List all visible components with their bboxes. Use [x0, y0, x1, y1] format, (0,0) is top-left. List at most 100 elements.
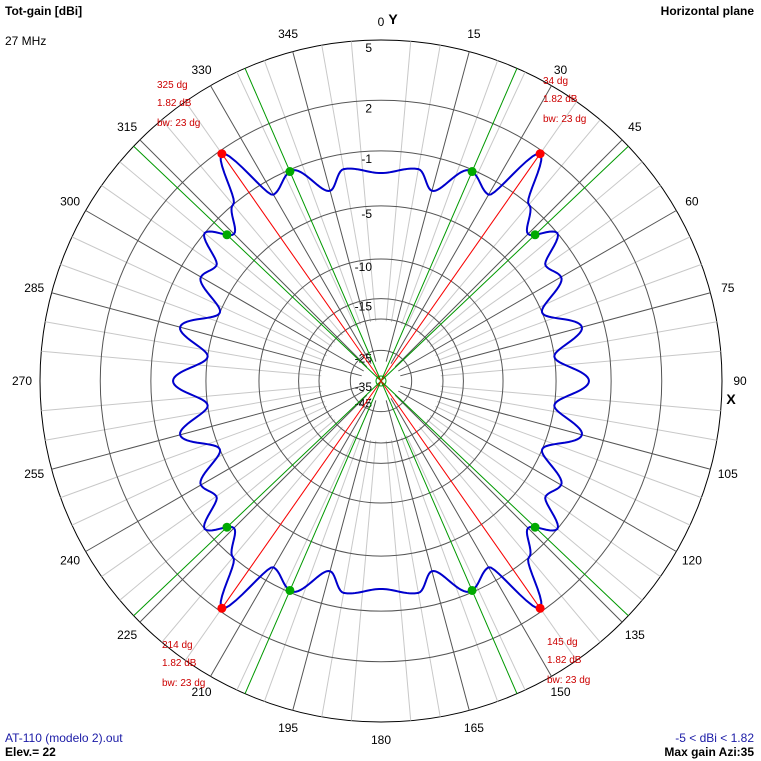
angle-tick-label: 75 — [721, 281, 735, 295]
angle-tick-label: 60 — [685, 195, 699, 209]
radial-grid-line — [161, 426, 343, 643]
outer-circle — [39, 39, 723, 723]
radial-grid-line — [405, 71, 526, 327]
radial-tick-label: -35 — [355, 380, 373, 394]
beamwidth-marker — [467, 585, 477, 595]
beamwidth-marker — [222, 522, 232, 532]
radial-grid-line — [119, 161, 336, 343]
radial-grid-line — [440, 390, 717, 441]
radial-grid-line — [419, 119, 601, 336]
angle-tick-label: 255 — [24, 467, 44, 481]
lobe-azimuth-label: 34 dg — [543, 76, 568, 87]
radial-grid-line — [390, 45, 441, 322]
angle-tick-label: 225 — [117, 628, 137, 642]
angle-tick-label: 120 — [682, 554, 702, 568]
gain-ring — [150, 150, 612, 612]
radial-grid-line — [398, 390, 677, 552]
lobe-gain-label: 1.82 dB — [157, 98, 192, 109]
radial-grid-line — [437, 401, 702, 499]
beamwidth-line — [244, 68, 382, 382]
angle-tick-label: 150 — [550, 685, 570, 699]
lobe-gain-label: 1.82 dB — [547, 655, 582, 666]
radial-grid-line — [119, 419, 336, 601]
radial-grid-line — [139, 139, 368, 368]
radial-grid-line — [210, 85, 372, 364]
radial-grid-line — [210, 398, 372, 677]
gain-ring — [205, 205, 557, 557]
radial-grid-line — [292, 400, 377, 711]
beamwidth-marker — [222, 230, 232, 240]
beamwidth-line — [244, 380, 382, 694]
max-gain-line — [219, 150, 382, 382]
angle-tick-label: 315 — [117, 120, 137, 134]
radial-grid-line — [398, 210, 677, 372]
angle-tick-label: 210 — [191, 685, 211, 699]
radial-grid-line — [435, 405, 691, 526]
beamwidth-marker — [530, 522, 540, 532]
radial-grid-line — [263, 437, 361, 702]
gain-ring — [318, 318, 444, 444]
radial-grid-line — [385, 41, 412, 322]
radial-grid-line — [45, 321, 322, 372]
beamwidth-line — [380, 145, 629, 382]
center-marker — [375, 375, 387, 387]
radial-tick-label: 5 — [365, 41, 372, 55]
radial-grid-line — [60, 401, 325, 499]
angle-tick-label: 165 — [464, 721, 484, 735]
gain-ring — [298, 298, 464, 464]
radial-grid-line — [394, 394, 623, 623]
max-gain-line — [380, 380, 543, 612]
radial-grid-line — [350, 440, 377, 721]
angle-tick-label: 45 — [628, 120, 642, 134]
angle-tick-label: 195 — [278, 721, 298, 735]
radial-grid-line — [321, 440, 372, 717]
radial-grid-line — [71, 405, 327, 526]
beamwidth-line — [380, 68, 518, 382]
radial-grid-line — [51, 292, 362, 377]
radial-grid-line — [394, 139, 623, 368]
angle-tick-label: 30 — [554, 63, 568, 77]
radial-grid-line — [400, 292, 711, 377]
radial-grid-line — [236, 71, 357, 327]
file-name: AT-110 (modelo 2).out — [5, 731, 123, 745]
angle-tick-label: 180 — [371, 733, 391, 747]
lobe-beamwidth-label: bw: 23 dg — [157, 118, 200, 129]
max-gain-marker — [217, 603, 227, 613]
elevation-label: Elev.= 22 — [5, 745, 56, 759]
chart-title: Tot-gain [dBi] — [5, 4, 83, 18]
radial-grid-line — [401, 437, 499, 702]
gain-ring — [99, 99, 663, 663]
beamwidth-marker — [285, 585, 295, 595]
angle-tick-label: 300 — [60, 195, 80, 209]
lobe-azimuth-label: 325 dg — [157, 80, 188, 91]
angle-tick-label: 345 — [278, 27, 298, 41]
radial-grid-line — [41, 350, 322, 377]
plane-title: Horizontal plane — [660, 4, 754, 18]
max-gain-marker — [535, 603, 545, 613]
angle-tick-label: 330 — [191, 63, 211, 77]
angle-tick-label: 15 — [467, 27, 481, 41]
max-gain-marker — [535, 149, 545, 159]
radial-grid-line — [321, 45, 372, 322]
radial-grid-line — [401, 60, 499, 325]
angle-tick-label: 135 — [625, 628, 645, 642]
radial-tick-label: -1 — [361, 152, 372, 166]
radial-grid-line — [263, 60, 361, 325]
radiation-pattern-curve — [172, 152, 590, 610]
radial-grid-line — [385, 400, 470, 711]
gain-ring — [349, 349, 413, 413]
beamwidth-marker — [530, 230, 540, 240]
angle-tick-label: 285 — [24, 281, 44, 295]
radial-grid-line — [390, 398, 552, 677]
lobe-beamwidth-label: bw: 23 dg — [547, 675, 590, 686]
radial-tick-label: -5 — [361, 207, 372, 221]
angle-tick-label: 240 — [60, 554, 80, 568]
radial-grid-line — [390, 85, 552, 364]
radial-grid-line — [385, 51, 470, 362]
beamwidth-line — [380, 380, 629, 617]
lobe-azimuth-label: 214 dg — [162, 640, 193, 651]
lobe-beamwidth-label: bw: 23 dg — [543, 114, 586, 125]
angle-tick-label: 270 — [12, 374, 32, 388]
radial-grid-line — [41, 385, 322, 412]
max-gain-marker — [217, 149, 227, 159]
